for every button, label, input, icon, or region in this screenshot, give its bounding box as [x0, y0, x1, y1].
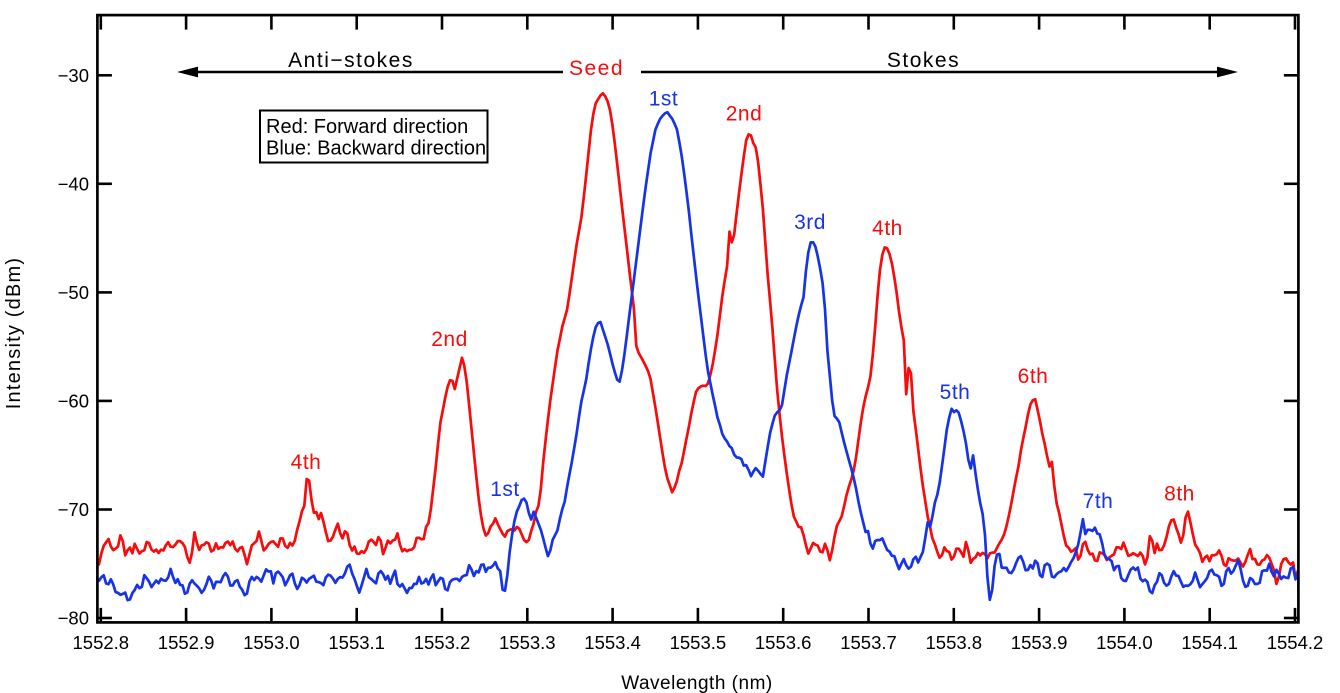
svg-text:1553.4: 1553.4 [584, 632, 641, 653]
svg-text:Red: Forward direction: Red: Forward direction [266, 116, 468, 138]
svg-text:−50: −50 [58, 282, 89, 303]
svg-text:−80: −80 [58, 608, 89, 629]
svg-text:1552.8: 1552.8 [73, 632, 130, 653]
svg-text:1554.2: 1554.2 [1267, 632, 1324, 653]
svg-text:1554.1: 1554.1 [1181, 632, 1238, 653]
svg-text:3rd: 3rd [794, 211, 826, 234]
svg-text:1553.9: 1553.9 [1011, 632, 1068, 653]
svg-text:1552.9: 1552.9 [158, 632, 215, 653]
svg-text:−60: −60 [58, 391, 89, 412]
svg-text:5th: 5th [940, 381, 971, 404]
svg-text:−70: −70 [58, 499, 89, 520]
svg-text:1553.8: 1553.8 [926, 632, 983, 653]
svg-text:1553.0: 1553.0 [243, 632, 300, 653]
svg-text:1554.0: 1554.0 [1096, 632, 1153, 653]
svg-text:6th: 6th [1018, 365, 1049, 388]
svg-text:2nd: 2nd [431, 328, 468, 351]
svg-text:2nd: 2nd [726, 103, 763, 126]
svg-text:−30: −30 [58, 65, 89, 86]
svg-text:Seed: Seed [569, 57, 624, 80]
svg-text:Wavelength (nm): Wavelength (nm) [621, 673, 772, 693]
svg-text:4th: 4th [872, 217, 903, 240]
svg-text:Intensity (dBm): Intensity (dBm) [3, 257, 25, 409]
svg-text:1st: 1st [490, 478, 520, 501]
svg-text:1st: 1st [649, 88, 679, 111]
svg-text:−40: −40 [58, 174, 89, 195]
svg-text:Anti−stokes: Anti−stokes [288, 49, 414, 72]
svg-text:1553.6: 1553.6 [755, 632, 812, 653]
svg-text:7th: 7th [1083, 490, 1114, 513]
svg-text:Stokes: Stokes [887, 49, 960, 72]
svg-text:1553.7: 1553.7 [840, 632, 897, 653]
svg-text:1553.5: 1553.5 [670, 632, 727, 653]
svg-text:1553.1: 1553.1 [328, 632, 385, 653]
svg-text:8th: 8th [1164, 483, 1195, 506]
svg-text:4th: 4th [291, 451, 322, 474]
svg-text:1553.3: 1553.3 [499, 632, 556, 653]
svg-text:Blue: Backward direction: Blue: Backward direction [266, 138, 486, 160]
svg-text:1553.2: 1553.2 [414, 632, 471, 653]
